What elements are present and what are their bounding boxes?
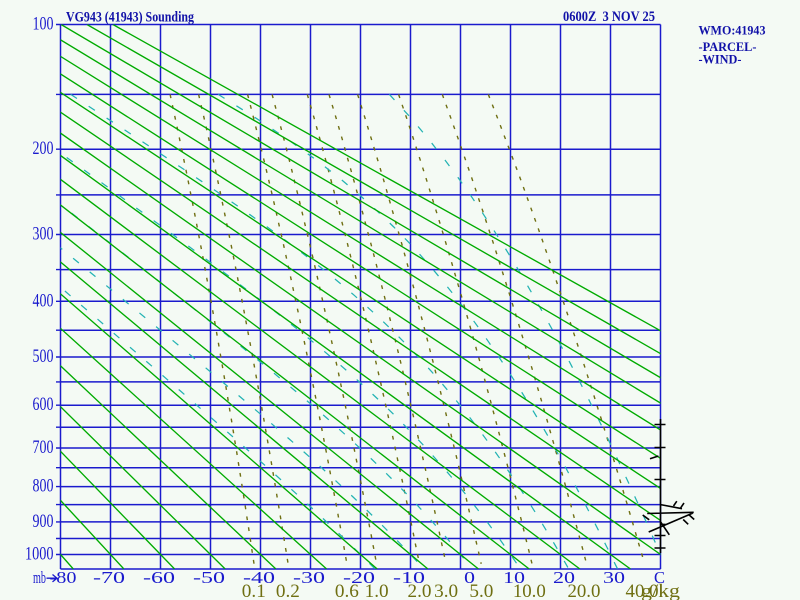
svg-text:40.0: 40.0 <box>626 582 659 600</box>
svg-text:20: 20 <box>553 568 575 587</box>
svg-text:-10: -10 <box>393 568 425 587</box>
svg-text:g/kg: g/kg <box>641 582 680 600</box>
svg-text:-50: -50 <box>193 568 225 587</box>
svg-text:200: 200 <box>33 138 54 159</box>
svg-text:VG943 (41943) Sounding: VG943 (41943) Sounding <box>66 10 194 26</box>
svg-text:-70: -70 <box>93 568 125 587</box>
svg-text:700: 700 <box>33 437 54 458</box>
svg-text:600: 600 <box>33 394 54 415</box>
svg-text:-20: -20 <box>343 568 375 587</box>
svg-text:300: 300 <box>33 223 54 244</box>
svg-text:-40: -40 <box>243 568 275 587</box>
svg-text:2.0: 2.0 <box>408 582 432 600</box>
svg-text:-WIND-: -WIND- <box>699 53 742 67</box>
svg-text:0: 0 <box>464 568 475 587</box>
svg-text:800: 800 <box>33 476 54 497</box>
svg-text:1000: 1000 <box>25 544 54 565</box>
svg-text:5.0: 5.0 <box>469 582 493 600</box>
svg-text:500: 500 <box>33 346 54 367</box>
svg-text:20.0: 20.0 <box>567 582 600 600</box>
svg-text:-60: -60 <box>143 568 175 587</box>
svg-text:3.0: 3.0 <box>434 582 458 600</box>
svg-text:mb: mb <box>33 568 46 587</box>
svg-text:10.0: 10.0 <box>513 582 546 600</box>
svg-text:100: 100 <box>33 14 54 35</box>
svg-text:-80: -80 <box>50 568 77 587</box>
svg-text:-PARCEL-: -PARCEL- <box>699 40 757 54</box>
svg-text:0.6: 0.6 <box>335 582 359 600</box>
svg-text:0.1: 0.1 <box>242 582 266 600</box>
svg-text:400: 400 <box>33 290 54 311</box>
svg-text:0.2: 0.2 <box>276 582 300 600</box>
svg-text:0600Z 3 NOV 25: 0600Z 3 NOV 25 <box>563 9 655 25</box>
svg-text:WMO:41943: WMO:41943 <box>699 24 766 38</box>
svg-text:30: 30 <box>603 568 625 587</box>
svg-text:900: 900 <box>33 511 54 532</box>
svg-text:-30: -30 <box>293 568 325 587</box>
svg-text:10: 10 <box>503 568 525 587</box>
svg-text:1.0: 1.0 <box>365 582 389 600</box>
svg-text:C: C <box>654 568 665 587</box>
